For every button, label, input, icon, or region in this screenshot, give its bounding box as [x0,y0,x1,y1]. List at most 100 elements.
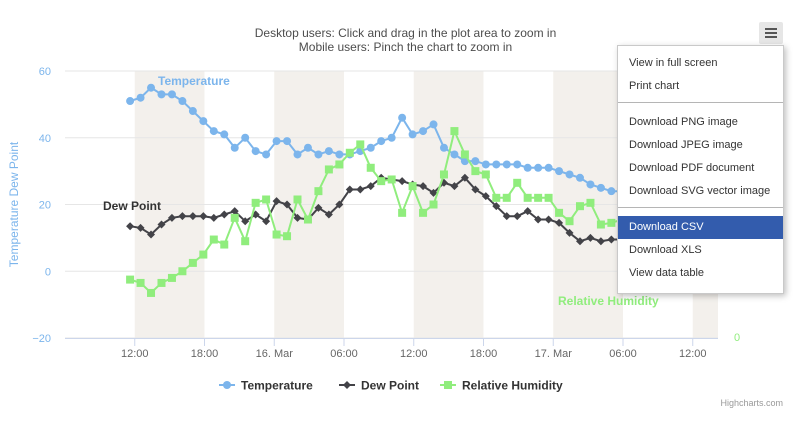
legend-label: Temperature [241,379,313,393]
data-point [565,217,574,226]
x-tick-label: 06:00 [330,348,358,360]
data-point [167,273,176,282]
data-point [136,223,145,232]
data-point [220,130,229,139]
data-point [199,250,208,259]
y-tick-label: 20 [39,200,51,212]
data-point [314,150,323,159]
data-point [335,200,344,209]
menu-item-print-chart[interactable]: Print chart [629,80,680,92]
menu-item-download-pdf-document[interactable]: Download PDF document [629,162,755,174]
legend-label: Dew Point [361,379,419,393]
menu-item-download-csv[interactable]: Download CSV [618,216,783,239]
data-point [230,207,239,216]
x-tick-label: 17. Mar [535,348,573,360]
data-point [607,187,616,196]
data-point [523,163,532,172]
data-point [460,150,469,159]
x-tick-label: 18:00 [191,348,219,360]
data-point [314,203,323,212]
data-point [398,177,407,186]
menu-item-download-jpeg-image[interactable]: Download JPEG image [629,139,743,151]
menu-item-download-png-image[interactable]: Download PNG image [629,116,738,128]
data-point [223,381,231,389]
data-point [513,212,522,221]
data-point [377,177,386,186]
data-point [157,220,166,229]
y-tick-label: 0 [45,266,51,278]
data-point [167,213,176,222]
data-point [555,218,564,227]
data-point [241,133,250,142]
data-point [492,160,501,169]
data-point [366,143,375,152]
data-point [188,107,197,116]
data-point [272,137,281,146]
series-0 [126,83,647,196]
data-point [523,193,532,202]
data-point [471,157,480,166]
data-point [398,113,407,122]
data-point [429,188,438,197]
grid-lines [65,70,718,346]
legend-item-1[interactable]: Dew Point [339,379,419,393]
data-point [199,117,208,126]
legend-item-0[interactable]: Temperature [219,379,313,393]
data-point [544,193,553,202]
legend[interactable]: Temperature Dew Point Relative Humidity [219,379,563,393]
series-layer [126,83,647,297]
data-point [419,208,428,217]
data-point [293,213,302,222]
data-point [596,237,605,246]
data-point [419,182,428,191]
credits-link[interactable]: Highcharts.com [720,398,783,408]
data-point [343,381,351,389]
data-point [513,160,522,169]
data-point [596,220,605,229]
data-point [272,197,281,206]
hamburger-menu-icon[interactable] [759,22,783,44]
data-point [481,170,490,179]
axis-labels: −20 0 20 40 60 12:00 18:00 16. Mar 06:00 12:00 18:… [7,66,740,360]
x-tick-label: 12:00 [679,348,707,360]
y2-tick-label: 0 [734,332,740,344]
menu-item-view-data-table[interactable]: View data table [629,267,705,279]
data-point [565,228,574,237]
export-menu: View in full screen Print chart Download P… [617,45,784,294]
y-axis-title: Temperature Dew Point [7,141,21,267]
data-point [387,133,396,142]
menu-separator [618,102,783,103]
data-point [398,208,407,217]
data-point [408,130,417,139]
data-point [471,185,480,194]
data-point [293,150,302,159]
legend-item-2[interactable]: Relative Humidity [440,379,563,393]
data-point [136,278,145,287]
data-point [126,97,135,106]
data-point [513,178,522,187]
data-point [283,200,292,209]
x-tick-label: 12:00 [400,348,428,360]
data-point [575,202,584,211]
data-point [492,202,501,211]
data-point [303,215,312,224]
data-point [283,137,292,146]
menu-item-download-xls[interactable]: Download XLS [629,244,702,256]
data-point [586,233,595,242]
data-point [544,163,553,172]
data-point [209,235,218,244]
data-point [471,167,480,176]
data-point [262,217,271,226]
data-point [555,167,564,176]
x-tick-label: 16. Mar [256,348,294,360]
menu-item-download-svg-vector-image[interactable]: Download SVG vector image [629,185,771,197]
x-tick-label: 12:00 [121,348,149,360]
series-inline-label: Relative Humidity [558,294,659,308]
data-point [251,147,260,156]
data-point [366,182,375,191]
data-point [502,212,511,221]
data-point [209,127,218,136]
menu-item-view-in-full-screen[interactable]: View in full screen [629,57,718,69]
series-inline-label: Temperature [158,74,230,88]
data-point [555,208,564,217]
